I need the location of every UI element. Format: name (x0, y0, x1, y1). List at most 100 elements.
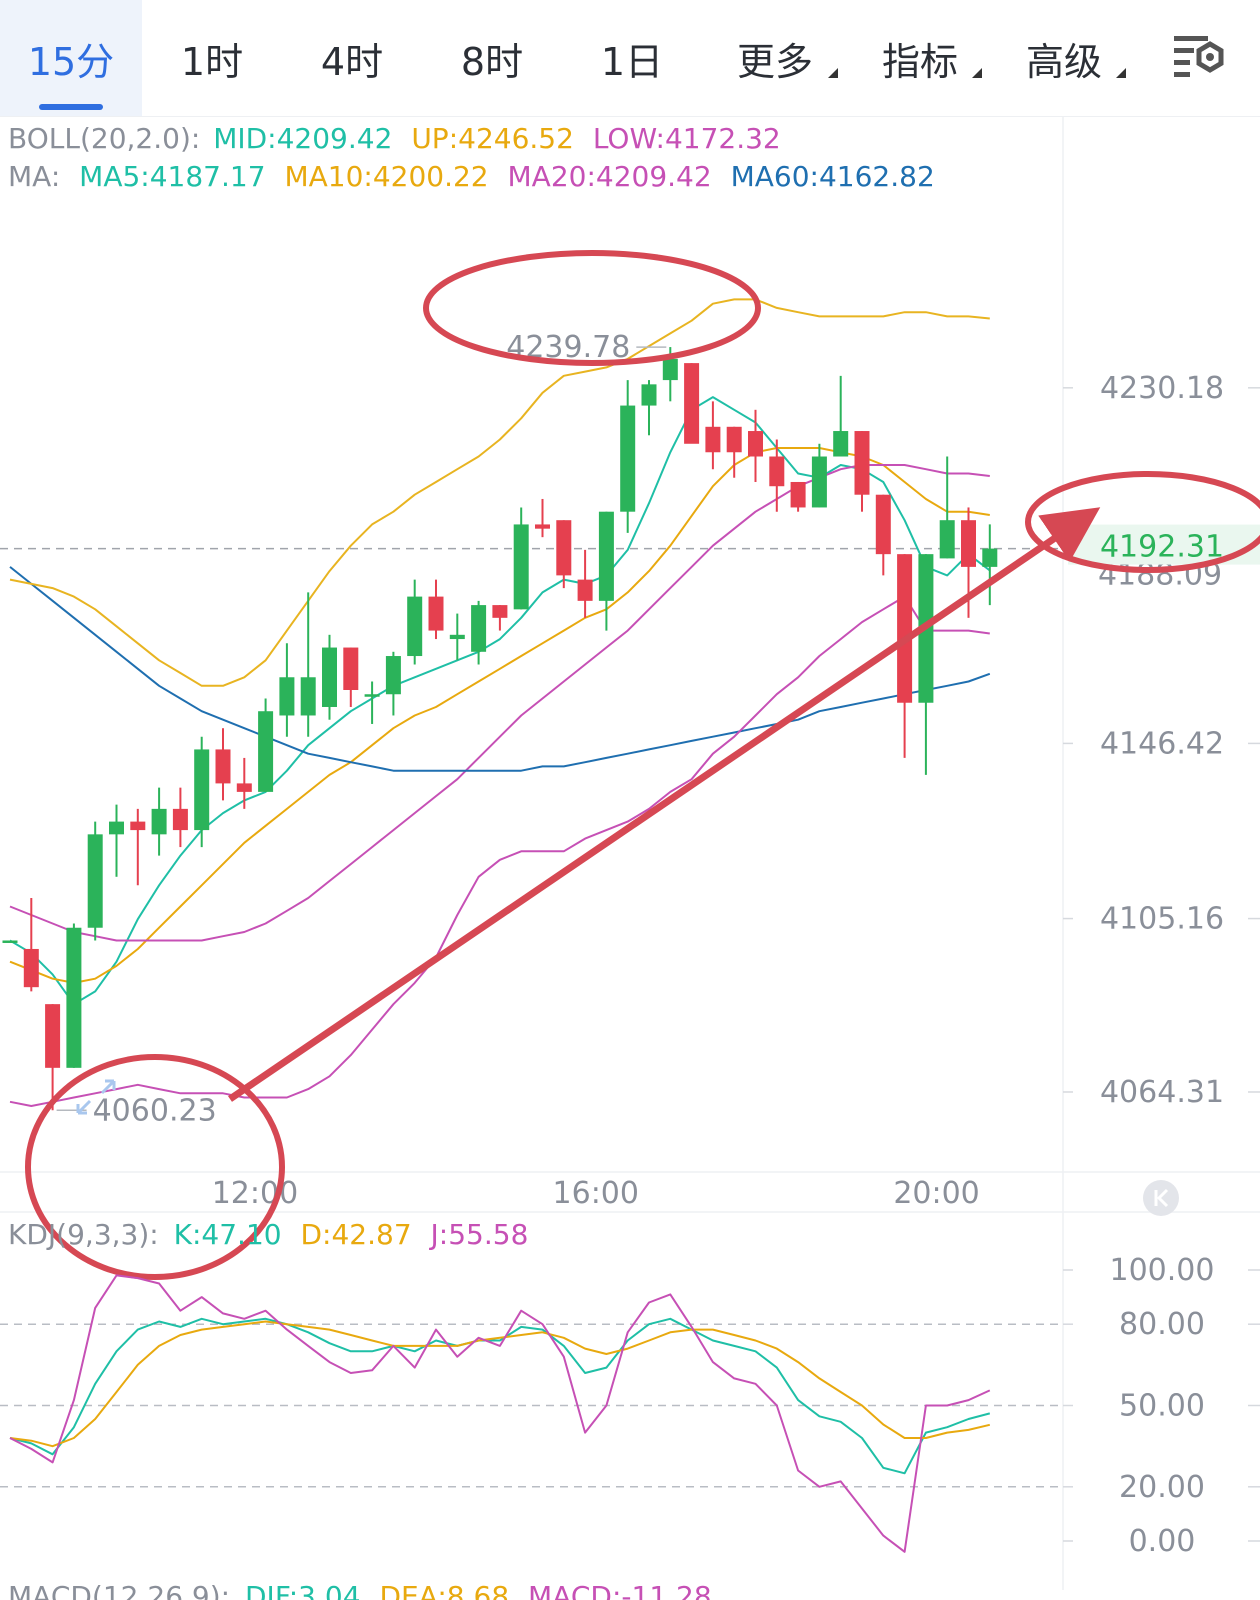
candle (407, 579, 423, 665)
tab-more-dropdown[interactable]: 更多 (702, 0, 848, 116)
ma20-value: MA20:4209.42 (508, 160, 712, 193)
candle (769, 439, 785, 512)
kdj-label: KDJ(9,3,3): (8, 1218, 159, 1251)
candle (87, 821, 103, 941)
candle-body (939, 520, 955, 559)
price-tick-label: 4105.16 (1100, 902, 1224, 937)
dropdown-triangle-icon (1116, 68, 1126, 78)
candle (2, 940, 18, 943)
tab-label: 指标 (881, 39, 958, 84)
dropdown-triangle-icon (828, 68, 838, 78)
time-tick-label: 16:00 (553, 1176, 639, 1211)
trend-arrow (228, 507, 1101, 1102)
candle-body (897, 554, 913, 703)
candle (748, 409, 763, 482)
candle (300, 592, 316, 737)
candle-body (172, 808, 188, 831)
time-tick-label: 20:00 (893, 1176, 979, 1211)
line-ma10 (9, 447, 990, 984)
boll-low-value: LOW:4172.32 (593, 122, 781, 155)
tab-15m[interactable]: 15分 (0, 0, 142, 116)
current-price-label: 4192.31 (1100, 530, 1224, 565)
tab-1d[interactable]: 1日 (562, 0, 702, 116)
tab-1h[interactable]: 1时 (142, 0, 282, 116)
tab-advanced-dropdown[interactable]: 高级 (992, 0, 1136, 116)
tab-label: 高级 (1025, 39, 1102, 84)
candle (918, 554, 934, 775)
candlestick-series (2, 347, 998, 1111)
candle-body (471, 605, 487, 652)
candle (66, 923, 82, 1068)
candle (236, 757, 252, 809)
kline-chart[interactable]: 4230.18 4146.42 4105.16 4064.31 12:00 16:00 2… (0, 116, 1260, 1600)
current-price-circle (1025, 471, 1260, 573)
line-low (9, 595, 990, 1107)
candle-body (492, 605, 508, 618)
indicator-lines (9, 298, 991, 1107)
ma60-value: MA60:4162.82 (731, 160, 935, 193)
candle (45, 1004, 61, 1111)
kdj-line-d (9, 1320, 991, 1448)
candle-body (854, 431, 870, 495)
scroll-to-latest-button[interactable] (1143, 1180, 1179, 1216)
candle-body (343, 647, 359, 690)
price-tick-label: 4230.18 (1100, 371, 1224, 406)
candle (258, 698, 274, 792)
kdj-tick-label: 100.00 (1110, 1253, 1215, 1288)
candle-body (428, 596, 444, 631)
candle-body (2, 940, 18, 943)
candle-body (513, 524, 529, 610)
candle-body (364, 694, 380, 697)
expand-chart-icon[interactable] (76, 1079, 116, 1115)
candle-body (194, 749, 210, 831)
candle (385, 651, 401, 716)
candle-body (236, 783, 252, 792)
kdj-line-k (9, 1317, 991, 1475)
dropdown-triangle-icon (972, 68, 982, 78)
candle-body (258, 711, 274, 792)
macd-dif-value: DIF:3.04 (245, 1580, 361, 1600)
low-price-circle (25, 1054, 285, 1280)
line-ma60 (9, 566, 991, 772)
kdj-d-value: D:42.87 (300, 1218, 411, 1251)
macd-legend: MACD(12,26,9): DIF:3.04 DEA:8.68 MACD:-1… (8, 1580, 712, 1600)
line-up (9, 298, 990, 687)
kdj-j-value: J:55.58 (429, 1218, 529, 1251)
active-tab-indicator (39, 104, 103, 110)
candle (513, 507, 529, 610)
tab-indicators-dropdown[interactable]: 指标 (848, 0, 992, 116)
candle-body (130, 821, 146, 831)
candle (23, 898, 39, 992)
kdj-tick-label: 20.00 (1119, 1470, 1205, 1505)
candle (130, 808, 146, 886)
candle-body (641, 384, 657, 406)
candle (598, 511, 614, 631)
candle (684, 363, 700, 444)
candle-body (151, 808, 167, 835)
candle-body (279, 677, 295, 716)
boll-mid-value: MID:4209.42 (213, 122, 392, 155)
ma5-value: MA5:4187.17 (79, 160, 265, 193)
candle (811, 443, 827, 508)
ma10-value: MA10:4200.22 (284, 160, 488, 193)
candle-body (705, 426, 721, 453)
chart-settings-button[interactable] (1164, 26, 1236, 90)
boll-legend: BOLL(20,2.0): MID:4209.42 UP:4246.52 LOW… (8, 122, 781, 155)
candle-body (45, 1004, 61, 1068)
boll-label: BOLL(20,2.0): (8, 122, 200, 155)
candle (577, 549, 593, 618)
candle (471, 600, 487, 665)
tab-4h[interactable]: 4时 (282, 0, 422, 116)
macd-dea-value: DEA:8.68 (379, 1580, 509, 1600)
candle-body (449, 634, 465, 640)
candle-body (300, 677, 316, 716)
tab-8h[interactable]: 8时 (422, 0, 562, 116)
candle-body (109, 821, 124, 835)
candle (939, 456, 955, 559)
candle (322, 634, 337, 720)
candle-body (556, 520, 572, 576)
line-ma20 (9, 464, 990, 942)
candle (641, 380, 657, 436)
price-axis: 4230.18 4146.42 4105.16 4064.31 (1063, 371, 1260, 1110)
kdj-line-j (9, 1274, 991, 1553)
